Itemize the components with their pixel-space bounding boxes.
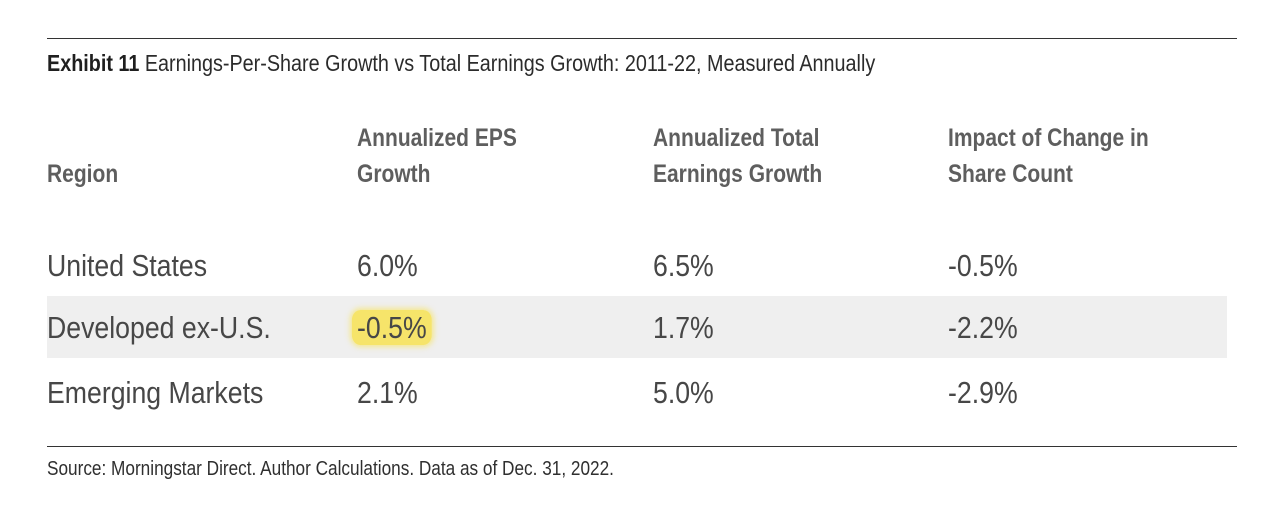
region-cell: Developed ex-U.S. — [47, 310, 271, 345]
total-earnings-growth-cell: 6.5% — [653, 248, 714, 283]
bottom-rule — [47, 446, 1237, 447]
share-count-impact-cell: -2.9% — [948, 375, 1018, 410]
exhibit-title-text: Earnings-Per-Share Growth vs Total Earni… — [144, 50, 876, 76]
eps-growth-cell: 2.1% — [357, 375, 418, 410]
total-earnings-growth-cell: 1.7% — [653, 310, 714, 345]
exhibit-label: Exhibit 11 — [47, 50, 140, 76]
exhibit-title: Exhibit 11 Earnings-Per-Share Growth vs … — [47, 48, 875, 78]
header-eps-growth-line2: Growth — [357, 160, 431, 188]
header-share-count-line2: Share Count — [948, 160, 1073, 188]
total-earnings-growth-cell: 5.0% — [653, 375, 714, 410]
eps-growth-cell: 6.0% — [357, 248, 418, 283]
header-total-earnings-line1: Annualized Total — [653, 124, 820, 152]
top-rule — [47, 38, 1237, 39]
eps-growth-cell-highlighted: -0.5% — [351, 308, 432, 348]
highlight-mark: -0.5% — [351, 310, 432, 345]
header-share-count-line1: Impact of Change in — [948, 124, 1149, 152]
share-count-impact-cell: -2.2% — [948, 310, 1018, 345]
region-cell: United States — [47, 248, 208, 283]
table-row-shaded — [47, 296, 1227, 358]
table-row — [47, 234, 1227, 296]
region-cell: Emerging Markets — [47, 375, 264, 410]
header-region: Region — [47, 160, 119, 188]
header-total-earnings-line2: Earnings Growth — [653, 160, 823, 188]
source-note: Source: Morningstar Direct. Author Calcu… — [47, 458, 614, 480]
share-count-impact-cell: -0.5% — [948, 248, 1018, 283]
header-eps-growth-line1: Annualized EPS — [357, 124, 517, 152]
